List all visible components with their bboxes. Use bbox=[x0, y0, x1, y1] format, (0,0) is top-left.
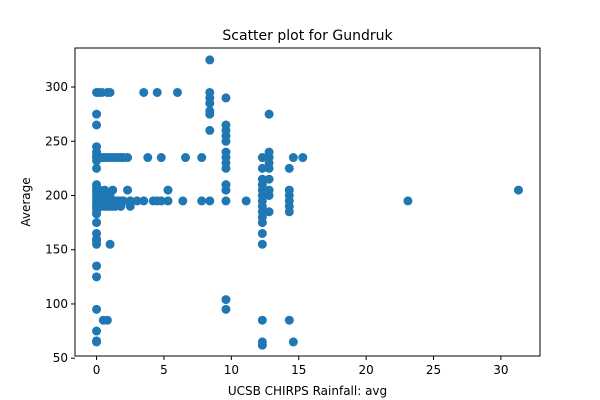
y-tick-label: 150 bbox=[45, 243, 68, 257]
data-point bbox=[119, 196, 129, 206]
data-point bbox=[284, 163, 294, 173]
data-point bbox=[102, 315, 112, 325]
chart-title: Scatter plot for Gundruk bbox=[222, 28, 393, 44]
data-point bbox=[257, 153, 267, 163]
data-point bbox=[156, 153, 166, 163]
data-point bbox=[513, 185, 523, 195]
data-point bbox=[92, 272, 102, 282]
y-axis-ticks: 50 100 150 200 250 300 bbox=[45, 80, 75, 365]
data-point bbox=[205, 55, 215, 65]
data-point bbox=[139, 87, 149, 97]
x-tick-label: 15 bbox=[291, 363, 306, 377]
data-point bbox=[221, 147, 231, 157]
x-tick-label: 5 bbox=[160, 363, 168, 377]
y-tick-label: 250 bbox=[45, 134, 68, 148]
data-point bbox=[288, 153, 298, 163]
data-point bbox=[221, 295, 231, 305]
data-point bbox=[105, 87, 115, 97]
data-point bbox=[221, 196, 231, 206]
x-tick-label: 0 bbox=[93, 363, 101, 377]
data-point bbox=[264, 185, 274, 195]
data-point bbox=[257, 228, 267, 238]
data-point bbox=[92, 336, 102, 346]
data-point bbox=[92, 326, 102, 336]
data-point bbox=[264, 147, 274, 157]
data-point bbox=[197, 153, 207, 163]
data-point bbox=[221, 93, 231, 103]
data-point bbox=[221, 120, 231, 130]
data-point bbox=[123, 153, 133, 163]
y-tick-label: 200 bbox=[45, 188, 68, 202]
x-axis-label: UCSB CHIRPS Rainfall: avg bbox=[228, 384, 387, 398]
data-point bbox=[257, 174, 267, 184]
data-point bbox=[143, 153, 153, 163]
data-point bbox=[163, 185, 173, 195]
data-point bbox=[125, 196, 135, 206]
data-point bbox=[197, 196, 207, 206]
data-point bbox=[156, 196, 166, 206]
data-point bbox=[92, 163, 102, 173]
data-point bbox=[181, 153, 191, 163]
data-point bbox=[92, 228, 102, 238]
data-point bbox=[403, 196, 413, 206]
data-point bbox=[257, 315, 267, 325]
data-point bbox=[241, 196, 251, 206]
data-point bbox=[264, 207, 274, 217]
data-point bbox=[221, 180, 231, 190]
data-point bbox=[205, 87, 215, 97]
y-tick-label: 50 bbox=[53, 351, 68, 365]
data-point bbox=[284, 315, 294, 325]
data-point bbox=[92, 218, 102, 228]
data-point bbox=[257, 239, 267, 249]
data-point bbox=[92, 304, 102, 314]
data-point bbox=[92, 261, 102, 271]
y-axis-label: Average bbox=[19, 177, 33, 226]
data-point bbox=[108, 185, 118, 195]
x-tick-label: 20 bbox=[358, 363, 373, 377]
data-point bbox=[92, 120, 102, 130]
data-point bbox=[105, 239, 115, 249]
data-point bbox=[139, 196, 149, 206]
x-tick-label: 10 bbox=[224, 363, 239, 377]
data-point bbox=[257, 337, 267, 347]
x-tick-label: 25 bbox=[426, 363, 441, 377]
data-point bbox=[123, 185, 133, 195]
data-point bbox=[205, 106, 215, 116]
data-point bbox=[298, 153, 308, 163]
data-point bbox=[92, 142, 102, 152]
data-point bbox=[132, 196, 142, 206]
plot-frame bbox=[74, 47, 541, 357]
data-points bbox=[92, 55, 523, 350]
data-point bbox=[264, 109, 274, 119]
data-point bbox=[152, 87, 162, 97]
data-point bbox=[264, 174, 274, 184]
x-axis-ticks: 0 5 10 15 20 25 30 bbox=[93, 356, 509, 377]
x-tick-label: 30 bbox=[493, 363, 508, 377]
y-tick-label: 300 bbox=[45, 80, 68, 94]
data-point bbox=[163, 196, 173, 206]
data-point bbox=[257, 163, 267, 173]
data-point bbox=[284, 185, 294, 195]
y-tick-label: 100 bbox=[45, 297, 68, 311]
data-point bbox=[288, 337, 298, 347]
data-point bbox=[205, 125, 215, 135]
data-point bbox=[92, 109, 102, 119]
data-point bbox=[178, 196, 188, 206]
data-point bbox=[221, 304, 231, 314]
data-point bbox=[205, 196, 215, 206]
data-point bbox=[172, 87, 182, 97]
